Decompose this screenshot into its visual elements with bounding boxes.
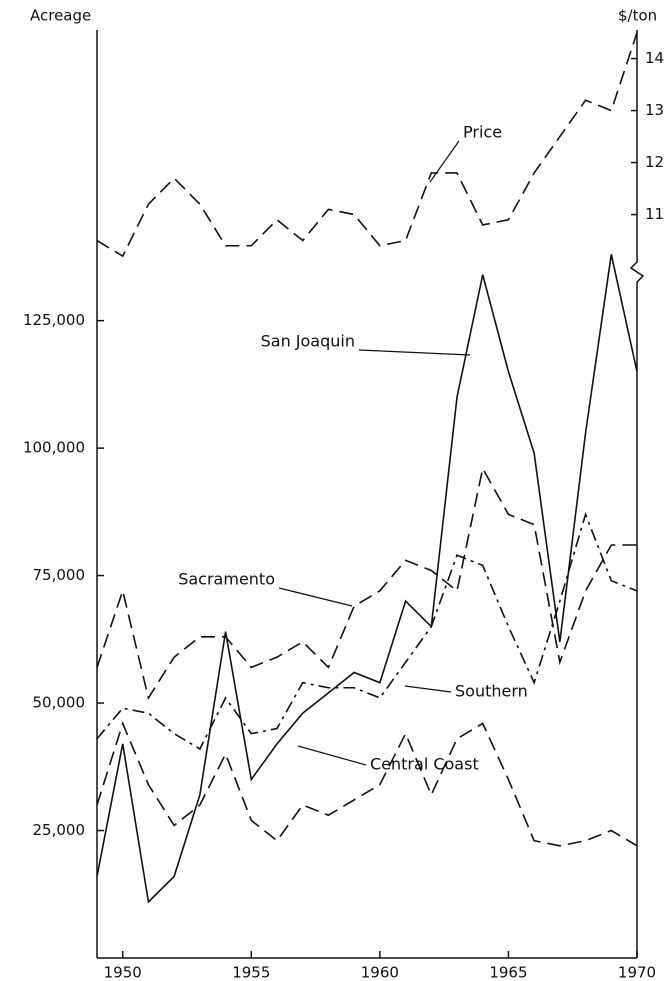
x-tick-label: 1950 bbox=[104, 964, 142, 981]
y-tick-label: 50,000 bbox=[33, 694, 86, 712]
y2-tick-label: 13 bbox=[645, 101, 664, 119]
series-line bbox=[96, 254, 638, 904]
y-tick-label: 125,000 bbox=[23, 311, 85, 329]
series-label: Price bbox=[463, 123, 502, 142]
label-leader bbox=[297, 745, 367, 766]
series-label: Southern bbox=[455, 682, 528, 701]
y2-tick-label: 12 bbox=[645, 153, 664, 171]
y2-axis-label: $/ton bbox=[618, 7, 657, 25]
y2-tick-label: 14 bbox=[645, 49, 664, 67]
y-axis-label: Acreage bbox=[30, 7, 91, 25]
series-label: Central Coast bbox=[370, 755, 479, 774]
series-line bbox=[96, 511, 638, 751]
x-tick-label: 1970 bbox=[618, 964, 656, 981]
x-tick-label: 1960 bbox=[361, 964, 399, 981]
y-tick-label: 75,000 bbox=[33, 566, 86, 584]
label-leader bbox=[429, 140, 460, 183]
series-line bbox=[96, 721, 638, 847]
y-tick-label: 25,000 bbox=[33, 821, 86, 839]
label-leader bbox=[358, 349, 471, 356]
label-leader bbox=[278, 587, 353, 607]
series-line bbox=[96, 466, 637, 700]
x-tick-label: 1965 bbox=[489, 964, 527, 981]
label-leader bbox=[404, 685, 452, 693]
series-label: Sacramento bbox=[178, 570, 275, 589]
y2-tick-label: 11 bbox=[645, 205, 664, 223]
y2-axis-break bbox=[629, 30, 645, 958]
y-tick-label: 100,000 bbox=[23, 439, 85, 457]
series-label: San Joaquin bbox=[261, 332, 355, 351]
series-line bbox=[96, 32, 638, 258]
x-tick-label: 1955 bbox=[232, 964, 270, 981]
